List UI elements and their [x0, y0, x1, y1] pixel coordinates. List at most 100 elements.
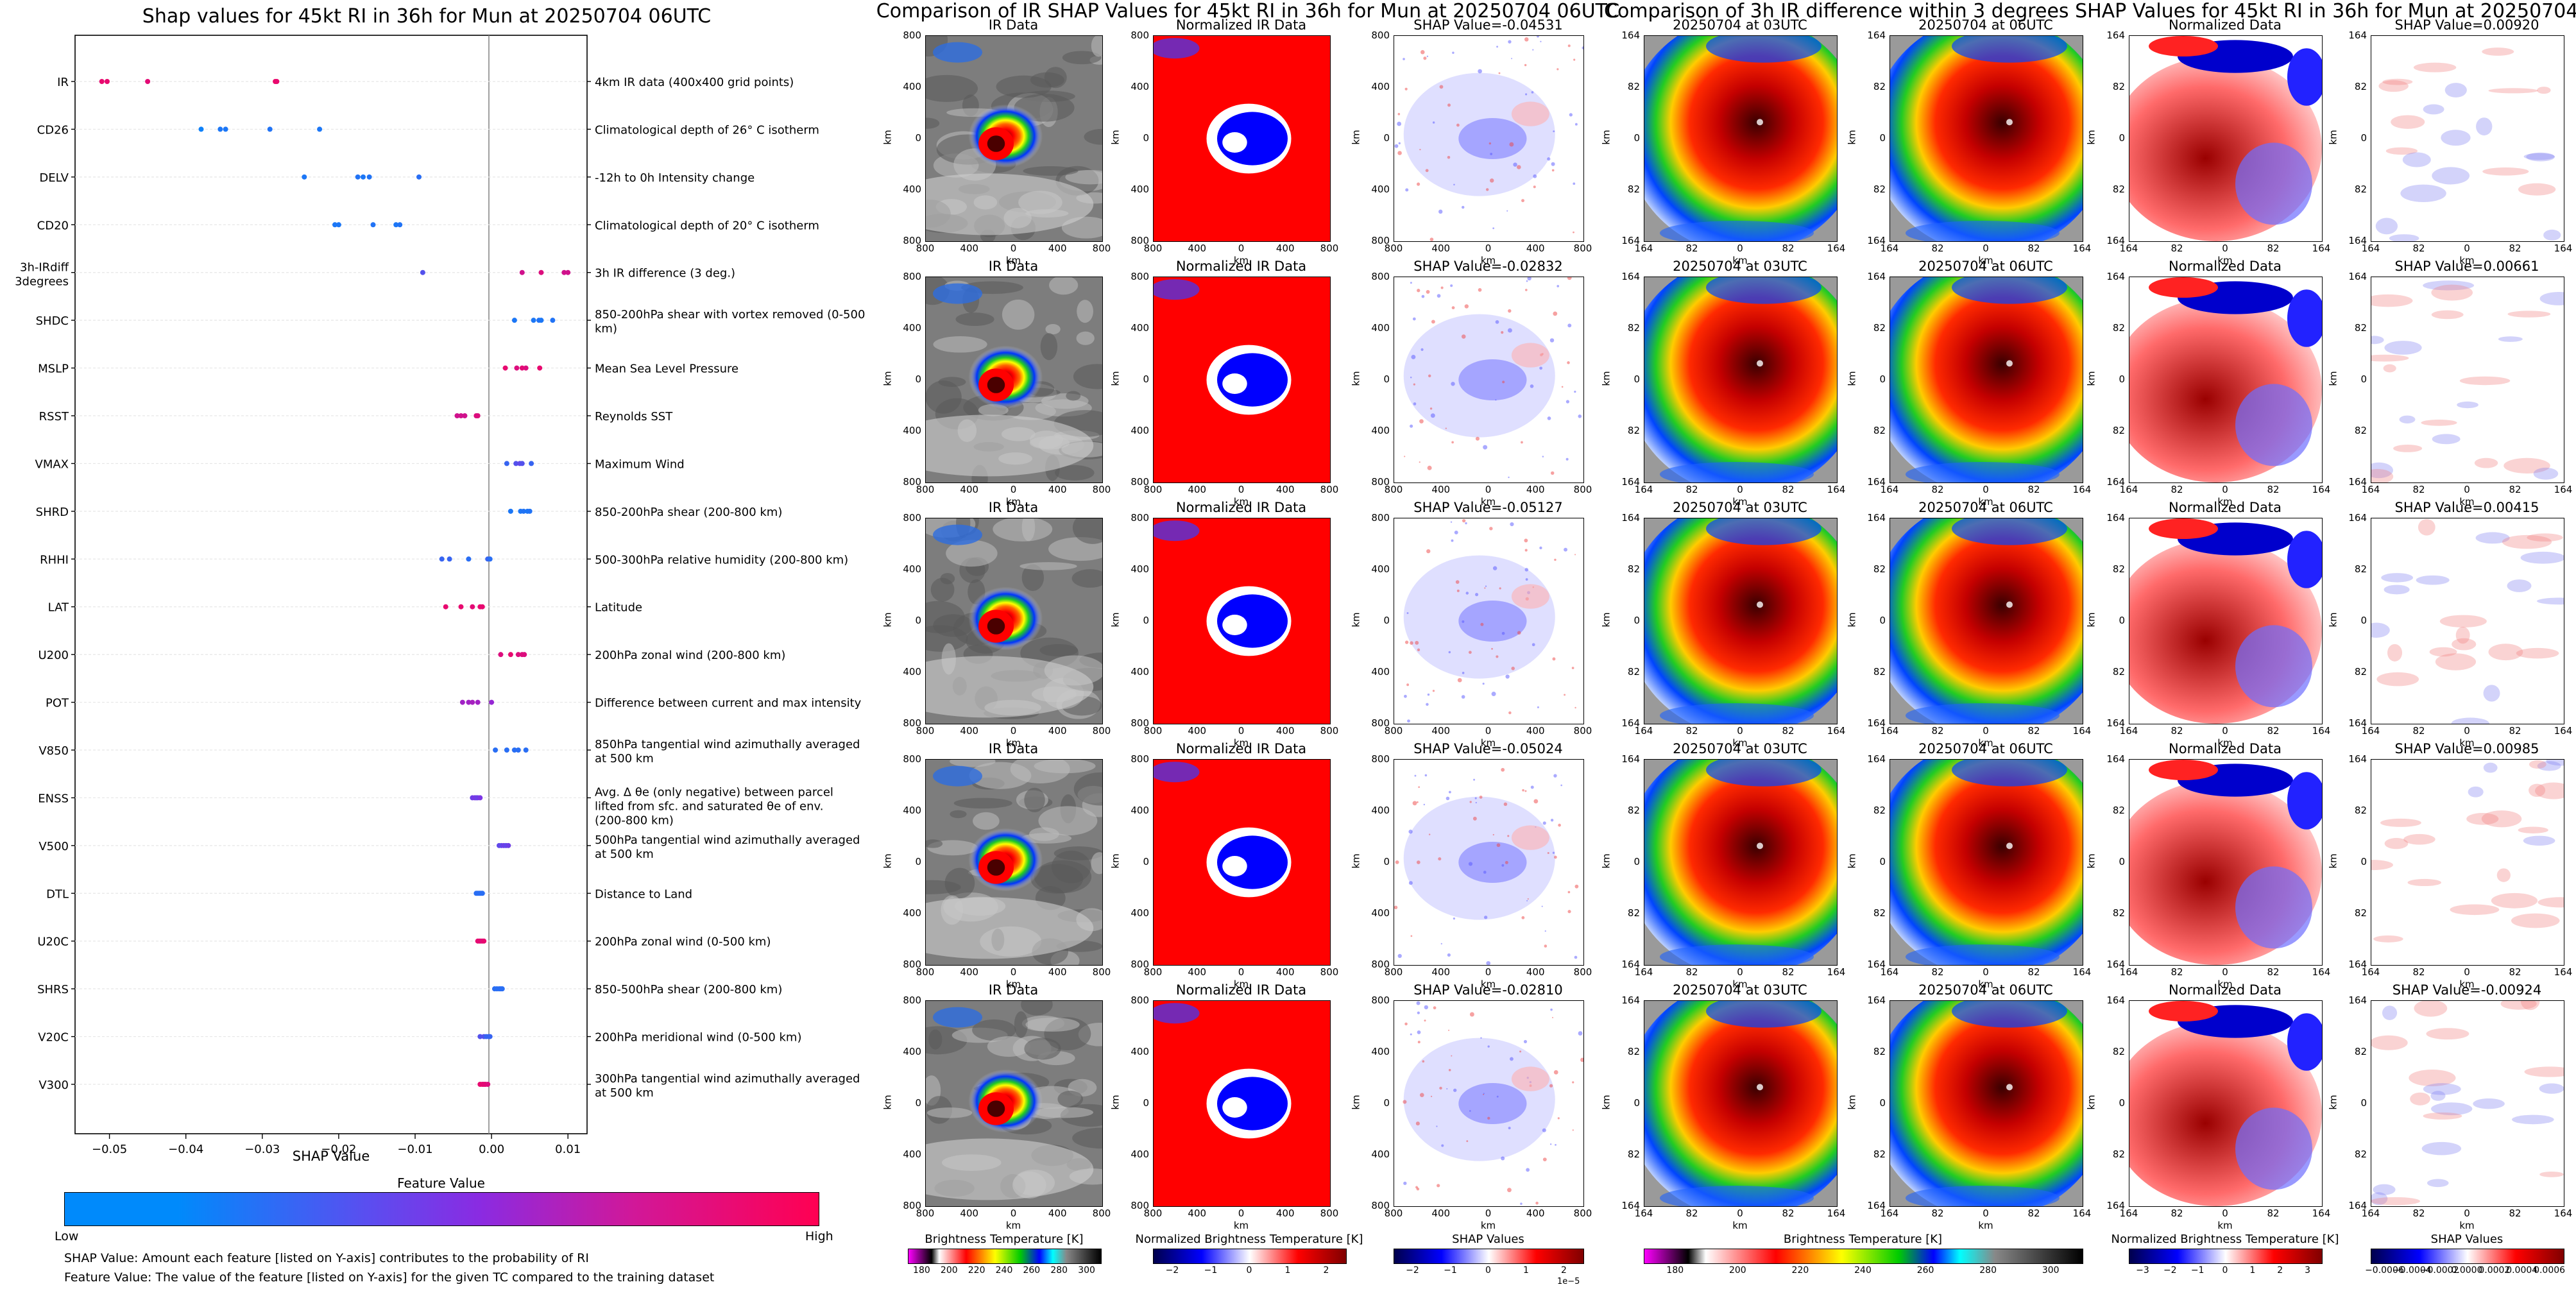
- panel-title: SHAP Value=0.00415: [2394, 500, 2539, 515]
- y-tick-label: 800: [1371, 512, 1390, 524]
- y-tick-label: 0: [915, 856, 921, 867]
- x-tick-label: 0.01: [555, 1143, 581, 1156]
- y-tick-label: 82: [2354, 563, 2367, 575]
- y-tick-label: 164: [1621, 959, 1640, 970]
- shap-point: [561, 269, 567, 275]
- x-tick-label: 400: [1526, 484, 1545, 495]
- y-tick-label: 400: [903, 666, 921, 678]
- image-panel: [1889, 759, 2083, 966]
- y-tick-label: 800: [1130, 512, 1149, 524]
- y-tick-label: 0: [1633, 132, 1640, 144]
- x-axis-label: km: [1005, 978, 1021, 990]
- x-tick-label: 800: [1143, 484, 1163, 495]
- y-tick-label: 0: [1879, 132, 1886, 144]
- x-tick-label: 800: [1143, 243, 1163, 254]
- y-tick-label: 82: [1627, 666, 1640, 678]
- shap-point: [355, 174, 361, 180]
- panel-title: SHAP Value=-0.02810: [1413, 982, 1563, 998]
- feature-description: 300hPa tangential wind azimuthally avera…: [595, 1072, 860, 1100]
- y-tick-label: 0: [1143, 615, 1149, 626]
- ir-comparison-title: Comparison of IR SHAP Values for 45kt RI…: [876, 0, 1620, 22]
- shap-point: [477, 795, 483, 801]
- feature-name: SHRS: [37, 983, 69, 996]
- y-tick-label: 0: [1383, 132, 1390, 144]
- x-tick-label: 164: [1827, 725, 1846, 737]
- x-tick-label: 0: [1238, 243, 1245, 254]
- shap-point: [513, 461, 519, 466]
- y-tick-label: 164: [2106, 235, 2125, 246]
- x-tick-label: 82: [2171, 1208, 2183, 1219]
- x-tick-label: 800: [916, 1208, 935, 1219]
- feature-name: V500: [38, 840, 69, 853]
- colorbar-tick-label: 180: [913, 1265, 930, 1276]
- x-tick-label: 164: [1880, 484, 1899, 495]
- x-tick-label: 0: [1010, 484, 1017, 495]
- shap-point: [531, 318, 536, 323]
- panel-title: 20250704 at 06UTC: [1918, 982, 2053, 998]
- image-panel: [2371, 759, 2564, 966]
- colorbar-tick-label: 260: [1916, 1265, 1934, 1276]
- x-tick-label: 400: [1188, 484, 1207, 495]
- x-tick-label: 82: [2027, 1208, 2040, 1219]
- feature-name: SHRD: [36, 506, 69, 519]
- x-tick-label: 800: [1320, 725, 1339, 737]
- shap-point: [470, 699, 475, 705]
- y-tick-label: 400: [1130, 425, 1149, 436]
- y-tick-label: 0: [1383, 856, 1390, 867]
- y-tick-label: 800: [1371, 476, 1390, 488]
- x-tick-label: 82: [1782, 243, 1795, 254]
- panel-title: IR Data: [988, 500, 1039, 515]
- x-tick-label: 0: [1485, 966, 1492, 978]
- y-tick-label: 0: [2360, 1097, 2367, 1109]
- x-tick-label: 82: [2267, 966, 2280, 978]
- feature-description: 850-500hPa shear (200-800 km): [595, 983, 782, 996]
- beeswarm-chart: IR 4km IR data (400x400 grid points) CD26 C…: [15, 35, 865, 1156]
- y-tick-label: 800: [903, 476, 921, 488]
- x-tick-label: 800: [1384, 243, 1403, 254]
- x-axis-label: km: [1233, 255, 1249, 266]
- irdiff-comparison-title: Comparison of 3h IR difference within 3 …: [1604, 0, 2576, 22]
- x-tick-label: 82: [2027, 243, 2040, 254]
- colorbar-label: SHAP Values: [1452, 1233, 1524, 1246]
- x-axis-label: km: [1978, 978, 1993, 990]
- y-tick-label: 82: [1873, 81, 1886, 92]
- x-tick-label: 800: [1320, 484, 1339, 495]
- x-tick-label: 82: [2027, 966, 2040, 978]
- x-axis-label: km: [2217, 255, 2233, 266]
- x-tick-label: 82: [2267, 484, 2280, 495]
- y-axis-label: km: [1846, 612, 1858, 627]
- shap-point: [498, 652, 504, 658]
- image-panel: [925, 759, 1103, 966]
- image-panel: [1394, 759, 1584, 966]
- y-axis-label: km: [1109, 853, 1122, 869]
- x-tick-label: 164: [1634, 725, 1653, 737]
- x-tick-label: 82: [1782, 1208, 1795, 1219]
- x-axis-label: km: [1233, 1220, 1249, 1231]
- shap-point: [302, 174, 307, 180]
- x-axis-label: km: [1480, 496, 1496, 508]
- y-axis-label: km: [2327, 853, 2339, 869]
- x-tick-label: 800: [1573, 243, 1592, 254]
- x-tick-label: 82: [2509, 243, 2521, 254]
- feature-name: DELV: [39, 171, 69, 185]
- y-tick-label: 164: [1867, 1200, 1886, 1211]
- image-panel: [2371, 518, 2564, 724]
- y-tick-label: 400: [903, 907, 921, 919]
- x-tick-label: 0: [2464, 484, 2470, 495]
- x-tick-label: 164: [1634, 966, 1653, 978]
- colorbar-tick-label: 300: [2042, 1265, 2060, 1276]
- y-tick-label: 164: [1621, 512, 1640, 524]
- x-tick-label: 0: [1983, 966, 1989, 978]
- shap-point: [502, 365, 508, 371]
- x-tick-label: 400: [960, 966, 979, 978]
- shap-point: [511, 318, 517, 323]
- image-panel: [1153, 277, 1331, 483]
- x-axis-label: km: [1978, 496, 1993, 508]
- x-tick-label: 400: [1275, 725, 1295, 737]
- colorbar-strip: [2371, 1249, 2564, 1264]
- y-tick-label: 0: [2119, 373, 2125, 385]
- colorbar-tick-label: −2: [2163, 1265, 2177, 1276]
- y-tick-label: 0: [2119, 1097, 2125, 1109]
- shap-point: [336, 222, 341, 228]
- y-tick-label: 0: [1383, 1097, 1390, 1109]
